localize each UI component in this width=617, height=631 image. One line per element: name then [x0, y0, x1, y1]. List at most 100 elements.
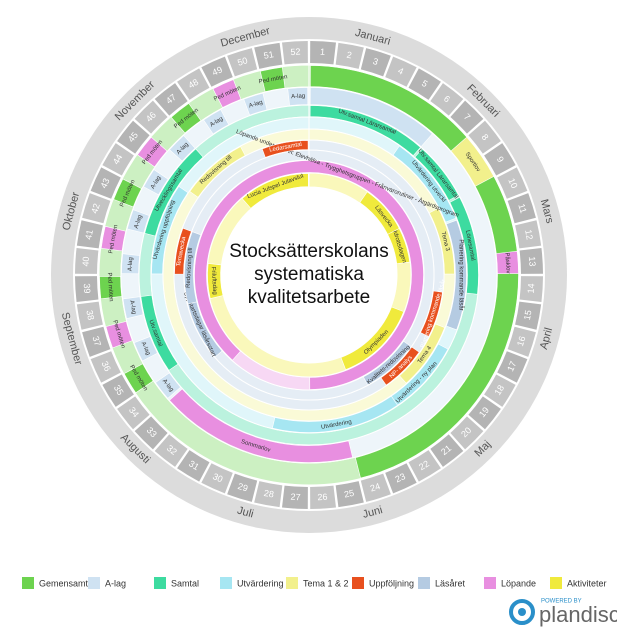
week-cell — [201, 56, 233, 87]
powered-by: POWERED BY — [541, 599, 582, 605]
week-cell — [134, 416, 168, 450]
legend-label: A-lag — [105, 578, 126, 588]
week-cell — [408, 68, 441, 100]
week-number: 40 — [80, 256, 91, 267]
activity — [272, 395, 398, 433]
activity — [170, 103, 202, 134]
activity-label: Ledarsamtal — [269, 142, 303, 154]
week-number: 15 — [522, 309, 534, 321]
activity — [399, 323, 446, 384]
week-cell — [484, 374, 516, 407]
week-number: 48 — [186, 77, 200, 91]
week-number: 1 — [320, 47, 326, 57]
week-cell — [134, 100, 168, 134]
legend-swatch — [286, 577, 298, 589]
activity — [445, 219, 467, 331]
week-number: 46 — [144, 110, 158, 124]
activity — [100, 225, 127, 252]
week-cell — [497, 351, 528, 383]
activity — [169, 388, 353, 463]
week-cell — [282, 485, 308, 509]
week-cell — [484, 143, 516, 176]
week-number: 50 — [236, 55, 249, 68]
week-number: 23 — [394, 471, 407, 484]
activity-label: Påsklov — [503, 252, 511, 273]
activity — [113, 178, 142, 208]
legend-label: Gemensamt — [39, 578, 89, 588]
activity-label: Redovisning till — [186, 247, 194, 288]
activity — [309, 105, 421, 157]
week-number: 26 — [317, 492, 328, 503]
week-number: 30 — [211, 471, 224, 484]
week-cell — [497, 167, 528, 199]
week-number: 27 — [290, 492, 301, 503]
activity-label: Utvärdering — [321, 419, 353, 430]
activity — [261, 140, 309, 158]
legend-swatch — [550, 577, 562, 589]
week-cell — [385, 56, 417, 87]
activity — [380, 346, 420, 386]
legend-label: Aktiviteter — [567, 578, 607, 588]
activity-label: Ped möten — [106, 272, 114, 301]
week-number: 37 — [90, 335, 103, 348]
activity — [143, 169, 169, 196]
week-number: 18 — [492, 383, 506, 397]
week-number: 32 — [165, 443, 179, 457]
week-cell — [468, 120, 501, 154]
activity — [212, 79, 242, 108]
week-number: 43 — [98, 177, 111, 190]
activity — [151, 186, 189, 275]
legend-swatch — [484, 577, 496, 589]
week-number: 12 — [523, 229, 535, 241]
activity-label: A-lag — [127, 257, 134, 271]
week-cell — [227, 473, 258, 502]
week-cell — [360, 473, 391, 502]
week-cell — [117, 396, 150, 430]
activity — [207, 263, 224, 299]
legend-label: Tema 1 & 2 — [303, 578, 349, 588]
legend-label: Samtal — [171, 578, 199, 588]
week-cell — [335, 42, 364, 69]
week-cell — [450, 100, 484, 134]
legend-label: Utvärdering — [237, 578, 284, 588]
legend-swatch — [88, 577, 100, 589]
activity — [133, 336, 158, 362]
activity-label: Ped möten — [108, 224, 119, 254]
week-cell — [75, 276, 99, 302]
week-number: 31 — [187, 458, 201, 472]
week-cell — [102, 143, 134, 176]
week-number: 45 — [126, 130, 140, 144]
week-cell — [117, 120, 150, 154]
month-label: Juli — [236, 505, 255, 521]
week-number: 14 — [526, 283, 537, 294]
week-number: 16 — [515, 335, 528, 348]
legend-swatch — [22, 577, 34, 589]
week-number: 39 — [82, 283, 93, 294]
activity — [194, 160, 424, 390]
activity — [137, 136, 168, 168]
activity — [122, 296, 144, 319]
week-cell — [76, 301, 103, 330]
legend: Gemensamt A-lag Samtal Utvärdering Tema 1 & … — [22, 577, 607, 589]
activity — [121, 253, 140, 275]
week-number: 51 — [263, 49, 275, 61]
activity — [450, 136, 495, 187]
week-cell — [430, 434, 464, 467]
activity — [126, 209, 150, 234]
activity-label: A-lag — [140, 341, 151, 356]
legend-swatch — [154, 577, 166, 589]
activity — [392, 145, 457, 223]
week-cell — [507, 326, 536, 357]
month-label: Juni — [361, 504, 384, 521]
activity — [420, 290, 443, 338]
brand-name: plandisc — [539, 602, 617, 627]
logo — [518, 608, 526, 616]
activity — [449, 196, 479, 295]
activity-label: Friluftsdag — [210, 267, 218, 295]
center-disc — [221, 187, 397, 363]
week-cell — [430, 83, 464, 116]
week-cell — [519, 248, 543, 274]
week-cell — [408, 450, 441, 482]
